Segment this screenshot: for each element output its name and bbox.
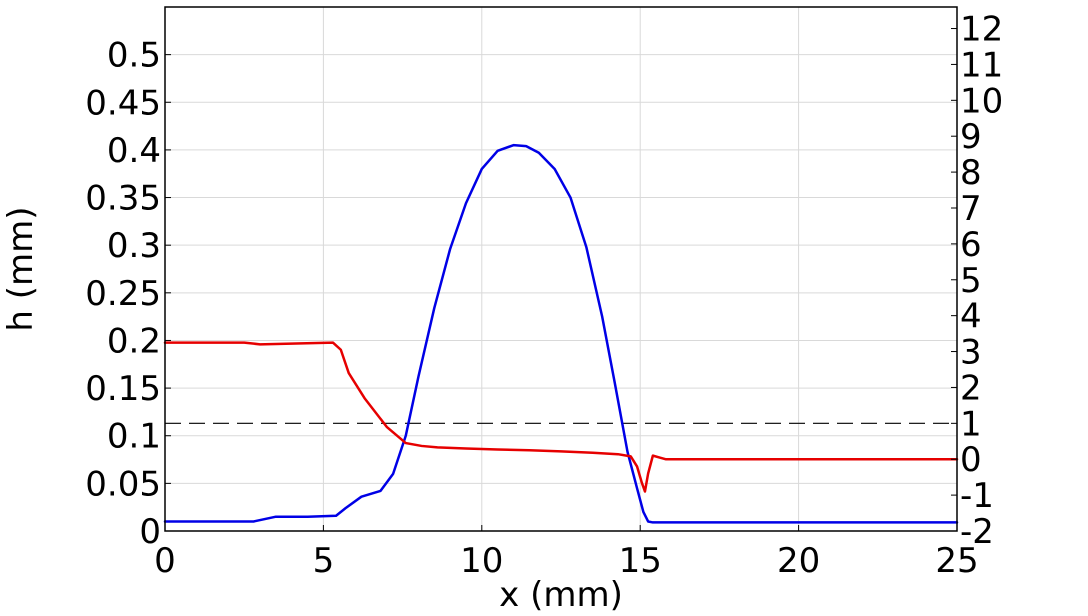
x-tick-label: 5 xyxy=(313,541,335,581)
series-group xyxy=(163,143,959,524)
x-tick-label: 0 xyxy=(154,541,176,581)
y2-tick-label: -2 xyxy=(960,512,994,552)
x-tick-label: 15 xyxy=(619,541,662,581)
series-line-1 xyxy=(163,341,959,493)
y-tick-label: 0.3 xyxy=(107,226,161,266)
y2-tick-label: 1 xyxy=(960,404,982,444)
plot-frame xyxy=(164,6,958,532)
y-tick-label: 0 xyxy=(139,512,161,552)
y-tick-label: 0.4 xyxy=(107,131,161,171)
y-tick-label: 0.45 xyxy=(85,83,161,123)
y2-tick-label: 8 xyxy=(960,153,982,193)
y2-tick-label: 11 xyxy=(960,45,1003,85)
y-tick-label: 0.25 xyxy=(85,274,161,314)
x-ticks: 0 5 10 15 20 25 xyxy=(154,525,979,581)
x-axis-title: x (mm) xyxy=(499,575,623,615)
y-tick-label: 0.1 xyxy=(107,417,161,457)
series-line-0 xyxy=(163,143,959,524)
y2-tick-label: 5 xyxy=(960,261,982,301)
y2-tick-label: 3 xyxy=(960,333,982,373)
y2-tick-label: 4 xyxy=(960,297,982,337)
y-tick-label: 0.05 xyxy=(85,464,161,504)
y2-tick-label: 9 xyxy=(960,117,982,157)
y-tick-label: 0.15 xyxy=(85,369,161,409)
y-tick-label: 0.35 xyxy=(85,179,161,219)
x-tick-label: 10 xyxy=(460,541,503,581)
y-ticks: 0 0.05 0.1 0.15 0.2 0.25 0.3 0.35 0.4 0.45 0.5 xyxy=(85,36,171,552)
y2-tick-label: -1 xyxy=(960,476,994,516)
y-axis-title: h (mm) xyxy=(1,206,41,331)
y2-tick-label: 10 xyxy=(960,81,1003,121)
y2-tick-label: 2 xyxy=(960,368,982,408)
x-tick-label: 20 xyxy=(777,541,820,581)
y2-tick-label: 0 xyxy=(960,440,982,480)
y2-tick-label: 7 xyxy=(960,189,982,229)
y-tick-label: 0.2 xyxy=(107,321,161,361)
y-tick-label: 0.5 xyxy=(107,36,161,76)
y2-tick-label: 12 xyxy=(960,10,1003,50)
x-tick-label: 25 xyxy=(935,541,978,581)
y2-tick-label: 6 xyxy=(960,225,982,265)
